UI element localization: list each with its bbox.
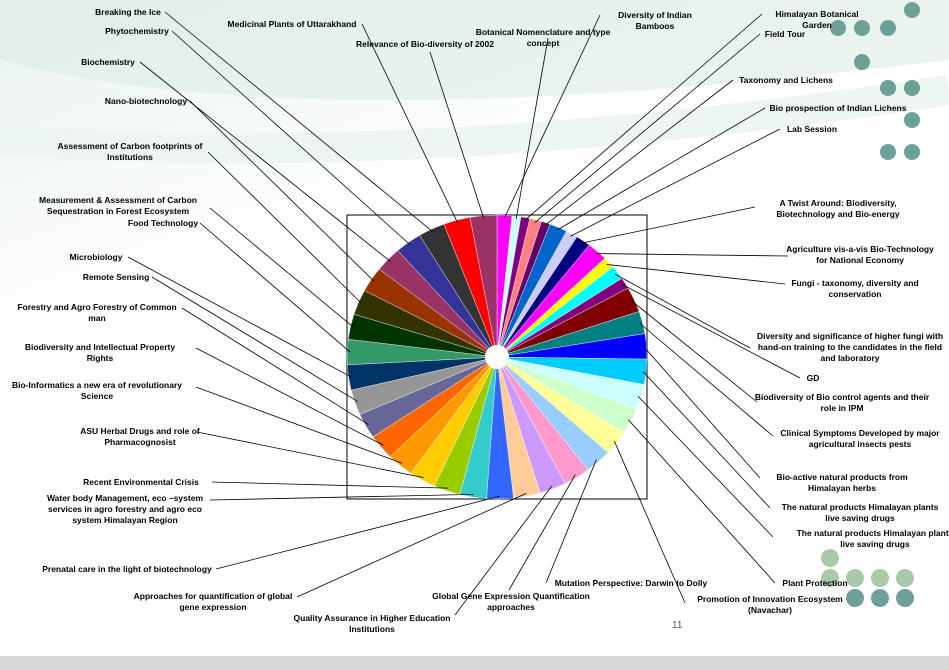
leader-line <box>164 11 434 233</box>
leader-line <box>296 493 527 598</box>
pie-slice <box>469 214 498 358</box>
slice-label: Mutation Perspective: Darwin to Dolly <box>554 578 708 588</box>
leader-line <box>361 23 459 224</box>
slice-label: Approaches for quantification of global … <box>133 591 293 612</box>
slice-label: GD <box>806 373 820 383</box>
leader-line <box>181 307 369 425</box>
leader-line <box>627 419 776 584</box>
leader-line <box>581 206 756 244</box>
leader-line <box>639 322 774 437</box>
footer-bar <box>0 656 949 670</box>
slice-label: Clinical Symptoms Developed by major agr… <box>780 428 940 449</box>
leader-line <box>127 256 352 378</box>
leader-line <box>515 37 549 220</box>
slice-label: Biodiversity of Bio control agents and t… <box>754 392 930 413</box>
slice-label: Bio-Informatics a new era of revolutiona… <box>11 380 183 401</box>
leader-line <box>524 13 763 221</box>
swoosh <box>0 0 949 100</box>
slice-label: Bio prospection of Indian Lichens <box>769 103 907 113</box>
leader-line <box>534 33 761 223</box>
leader-line <box>195 347 384 446</box>
slice-label: Assessment of Carbon footprints of Insti… <box>57 141 203 162</box>
slice-label: Diversity of Indian Bamboos <box>618 10 692 31</box>
slice-label: ASU Herbal Drugs and role of Pharmacogno… <box>80 426 200 447</box>
slice-label: Breaking the Ice <box>95 7 161 17</box>
slice-label: Fungi - taxonomy, diversity and conserva… <box>791 278 919 299</box>
slice-label: The natural products Himalayan plants li… <box>781 502 939 523</box>
leader-line <box>211 481 448 489</box>
slice-label: Lab Session <box>786 124 838 134</box>
leader-line <box>631 300 758 403</box>
leader-line <box>454 485 553 616</box>
leader-line <box>637 395 774 538</box>
slice-label: Promotion of Innovation Ecosystem (Navac… <box>697 594 843 615</box>
leader-line <box>556 107 766 231</box>
slice-label: Microbiology <box>69 252 123 262</box>
slice-label: Medicinal Plants of Uttarakhand <box>227 19 357 29</box>
slice-label: Phytochemistry <box>105 26 169 36</box>
slice-label: Water body Management, eco –system servi… <box>46 493 204 525</box>
leader-line <box>642 371 771 509</box>
leader-line <box>614 273 751 349</box>
slice-label: Agriculture vis-a-vis Bio-Technology for… <box>786 244 934 265</box>
leader-line <box>544 79 734 226</box>
pie-hole <box>485 345 509 369</box>
leader-line <box>613 440 686 604</box>
slice-label: Recent Environmental Crisis <box>83 477 199 487</box>
leader-line <box>508 474 576 591</box>
leader-line <box>195 386 403 464</box>
slice-label: Relevance of Bio-diversity of 2002 <box>356 39 494 49</box>
slice-label: Food Technology <box>127 218 199 228</box>
slice-label: Taxonomy and Lichens <box>739 75 833 85</box>
leader-line <box>189 100 375 282</box>
dots <box>821 2 920 607</box>
leader-line <box>643 346 761 479</box>
slice-label: Himalayan Botanical Garden <box>775 9 859 30</box>
slice-label: Nano-biotechnology <box>104 96 188 106</box>
leader-line <box>622 284 801 379</box>
slice-label: Biochemistry <box>81 57 135 67</box>
slice-label: A Twist Around: Biodiversity, Biotechnol… <box>776 198 900 219</box>
leader-line <box>606 264 786 285</box>
leader-line <box>171 30 411 246</box>
leader-line <box>151 276 358 402</box>
slice-label: Remote Sensing <box>82 272 150 282</box>
leader-line <box>209 207 354 328</box>
swoosh <box>0 75 949 164</box>
page-number: 11 <box>672 620 683 631</box>
leader-line <box>207 151 362 304</box>
slice-label: The natural products Himalayan plants li… <box>796 528 949 549</box>
leader-line <box>139 61 391 262</box>
slice-label: Measurement & Assessment of Carbon Seque… <box>39 195 197 216</box>
leader-line <box>570 128 781 237</box>
slice-label: Biodiversity and Intellectual Property R… <box>24 342 176 363</box>
slice-label: Quality Assurance in Higher Education In… <box>293 613 451 634</box>
leader-line <box>504 14 601 219</box>
slice-label: Global Gene Expression Quantification ap… <box>432 591 590 612</box>
leader-line <box>429 51 485 219</box>
slice-label: Prenatal care in the light of biotechnol… <box>42 564 212 574</box>
slice-label: Field Tour <box>764 29 806 39</box>
slice-label: Forestry and Agro Forestry of Common man <box>17 302 177 323</box>
leader-line <box>545 459 597 584</box>
slice-label: Diversity and significance of higher fun… <box>756 331 944 363</box>
leader-line <box>196 431 424 479</box>
leader-line <box>209 493 474 501</box>
slice-label: Botanical Nomenclature and type concept <box>475 27 611 48</box>
leader-line <box>595 253 789 257</box>
leader-line <box>215 495 501 570</box>
leader-line <box>199 222 351 353</box>
slice-label: Plant Protection <box>782 578 848 588</box>
slice-label: Bio-active natural products from Himalay… <box>776 472 908 493</box>
